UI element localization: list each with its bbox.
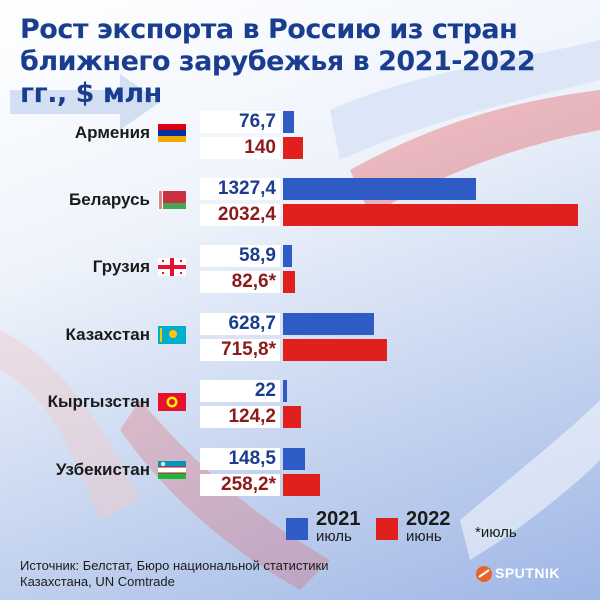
- value-label-2021: 58,9: [200, 245, 280, 267]
- value-label-2022: 124,2: [200, 406, 280, 428]
- bar-2022: [283, 339, 387, 361]
- bar-2021: [283, 111, 295, 133]
- country-label: Армения: [74, 123, 150, 142]
- bar-2022: [283, 137, 304, 159]
- footnote: *июль: [475, 524, 517, 541]
- bar-2021: [283, 178, 476, 200]
- armenia-flag: [158, 124, 186, 142]
- kyrgyzstan-flag: [158, 393, 186, 411]
- legend-swatch-2022: [376, 518, 398, 540]
- legend-year-2021: 2021: [316, 508, 361, 530]
- bar-2021: [283, 245, 292, 267]
- uzbekistan-flag: [158, 461, 186, 479]
- country-label: Грузия: [92, 257, 150, 276]
- value-label-2022: 258,2*: [200, 474, 280, 496]
- value-label-2021: 22: [200, 380, 280, 402]
- bar-2022: [283, 204, 578, 226]
- bar-2021: [283, 380, 287, 402]
- sputnik-logo: SPUTNIK: [495, 565, 560, 581]
- value-label-2021: 628,7: [200, 313, 280, 335]
- chart-title: Рост экспорта в Россию из стран ближнего…: [20, 14, 536, 109]
- value-label-2022: 2032,4: [200, 204, 280, 226]
- legend-swatch-2021: [286, 518, 308, 540]
- kazakhstan-flag: [158, 326, 186, 344]
- country-label: Кыргызстан: [47, 392, 150, 411]
- bar-2021: [283, 313, 375, 335]
- legend-sub-2022: июнь: [406, 528, 442, 545]
- legend-sub-2021: июль: [316, 528, 352, 545]
- value-label-2022: 715,8*: [200, 339, 280, 361]
- country-label: Беларусь: [68, 190, 150, 209]
- bar-2022: [283, 406, 302, 428]
- belarus-flag: [158, 191, 186, 209]
- sputnik-logo-icon: [476, 566, 492, 582]
- bar-2022: [283, 474, 321, 496]
- value-label-2021: 148,5: [200, 448, 280, 470]
- arrow-decoration: [10, 74, 160, 130]
- value-label-2021: 76,7: [200, 111, 280, 133]
- georgia-flag: [158, 258, 186, 276]
- value-label-2022: 140: [200, 137, 280, 159]
- country-label: Казахстан: [65, 325, 150, 344]
- bar-2021: [283, 448, 305, 470]
- country-label: Узбекистан: [55, 460, 150, 479]
- value-label-2021: 1327,4: [200, 178, 280, 200]
- value-label-2022: 82,6*: [200, 271, 280, 293]
- legend-year-2022: 2022: [406, 508, 451, 530]
- bar-2022: [283, 271, 295, 293]
- source-text: Источник: Белстат, Бюро национальной ста…: [20, 558, 329, 589]
